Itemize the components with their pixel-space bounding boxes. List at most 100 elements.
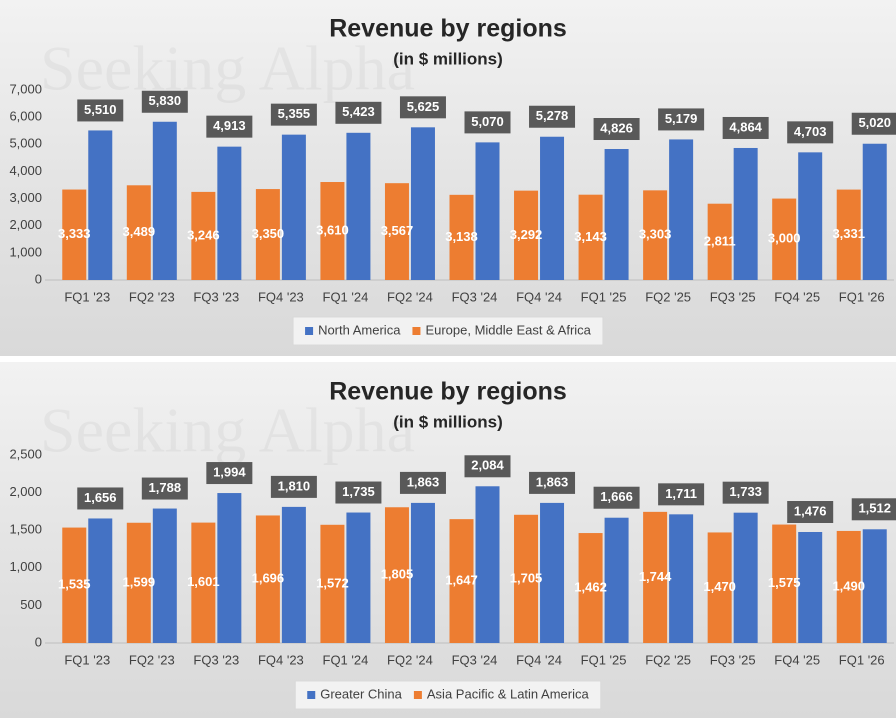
bar: [191, 191, 216, 280]
bar: [604, 149, 629, 280]
value-label-box: [270, 475, 317, 498]
x-tick-label: FQ2 '25: [645, 652, 691, 667]
value-label: 1,805: [381, 567, 414, 582]
value-label: 5,830: [149, 93, 182, 108]
x-tick-label: FQ1 '23: [64, 289, 110, 304]
value-label-box: [593, 118, 640, 141]
value-label: 3,610: [316, 222, 349, 237]
value-label-box: [722, 116, 769, 139]
value-label: 1,470: [703, 579, 736, 594]
bar: [798, 152, 823, 280]
x-tick-label: FQ2 '23: [129, 652, 175, 667]
legend: North America Europe, Middle East & Afric…: [292, 316, 604, 346]
value-label-box: [141, 477, 188, 500]
value-label: 4,913: [213, 118, 246, 133]
bar: [772, 198, 797, 280]
value-label: 1,462: [574, 579, 607, 594]
value-label: 3,333: [58, 226, 91, 241]
bar: [836, 189, 861, 280]
x-tick-label: FQ4 '24: [516, 289, 562, 304]
x-tick-label: FQ1 '26: [839, 652, 885, 667]
bar: [540, 502, 565, 643]
x-tick-label: FQ2 '25: [645, 289, 691, 304]
x-tick-label: FQ3 '23: [193, 289, 239, 304]
bar: [643, 190, 668, 280]
value-label-box: [722, 481, 769, 504]
value-label: 2,811: [704, 233, 736, 248]
bar: [862, 529, 887, 643]
bar: [281, 134, 306, 280]
value-label: 1,863: [407, 474, 440, 489]
value-label: 5,625: [407, 99, 440, 114]
value-label: 1,711: [665, 486, 697, 501]
legend-swatch: [412, 327, 421, 335]
value-label: 1,735: [342, 484, 375, 499]
value-label: 5,070: [471, 114, 504, 129]
value-label: 1,599: [123, 574, 156, 589]
bar: [88, 518, 113, 643]
value-label: 5,020: [858, 115, 891, 130]
value-label: 1,476: [794, 503, 827, 518]
y-tick-label: 3,000: [9, 190, 42, 205]
legend-label: Europe, Middle East & Africa: [425, 322, 591, 337]
x-tick-label: FQ1 '24: [323, 289, 369, 304]
legend-label: Greater China: [320, 686, 402, 701]
bar: [217, 493, 242, 643]
y-tick-label: 1,500: [9, 522, 42, 537]
bar: [733, 147, 758, 280]
legend-box: [294, 680, 602, 710]
value-label: 1,575: [768, 575, 801, 590]
y-tick-label: 1,000: [9, 244, 42, 259]
value-label-box: [529, 471, 576, 494]
chart-title: Revenue by regions: [329, 15, 567, 43]
value-label: 3,331: [832, 226, 865, 241]
value-label: 3,138: [445, 229, 478, 244]
value-label-box: [787, 501, 834, 524]
y-tick-label: 2,500: [9, 446, 42, 461]
bar: [255, 515, 280, 643]
value-label: 4,826: [600, 120, 633, 135]
value-label: 1,744: [639, 569, 672, 584]
x-tick-label: FQ3 '24: [452, 652, 498, 667]
value-label: 4,703: [794, 124, 827, 139]
value-label: 3,489: [123, 224, 156, 239]
bar: [798, 532, 823, 643]
legend-swatch: [413, 691, 422, 699]
bar: [578, 194, 603, 280]
legend-swatch: [305, 327, 314, 335]
x-tick-label: FQ3 '24: [452, 289, 498, 304]
bar: [255, 189, 280, 280]
bar: [346, 512, 371, 643]
x-tick-label: FQ1 '26: [839, 289, 885, 304]
bar: [320, 182, 345, 280]
bar: [320, 524, 345, 643]
value-label-box: [335, 101, 382, 124]
value-label: 3,000: [768, 231, 801, 246]
value-label-box: [206, 462, 253, 485]
value-label-box: [658, 483, 705, 506]
bar: [449, 194, 474, 280]
legend-swatch: [307, 691, 316, 699]
value-label: 3,143: [574, 229, 607, 244]
chart-title: Revenue by regions: [329, 378, 567, 406]
bar: [449, 519, 474, 643]
bar: [384, 507, 409, 643]
chart-subtitle: (in $ millions): [393, 49, 503, 68]
y-tick-label: 0: [35, 271, 42, 286]
value-label: 5,510: [84, 102, 117, 117]
bar: [578, 533, 603, 643]
bar: [540, 136, 565, 280]
value-label-box: [851, 112, 896, 135]
y-tick-label: 0: [35, 634, 42, 649]
y-tick-label: 2,000: [9, 217, 42, 232]
bar: [62, 189, 87, 280]
x-tick-label: FQ1 '25: [581, 289, 627, 304]
value-label: 1,994: [213, 464, 246, 479]
x-tick-label: FQ4 '25: [774, 652, 820, 667]
value-label: 1,733: [729, 484, 762, 499]
y-tick-label: 7,000: [9, 81, 42, 96]
legend-box: [292, 316, 604, 346]
bar: [862, 143, 887, 280]
bar: [217, 146, 242, 280]
